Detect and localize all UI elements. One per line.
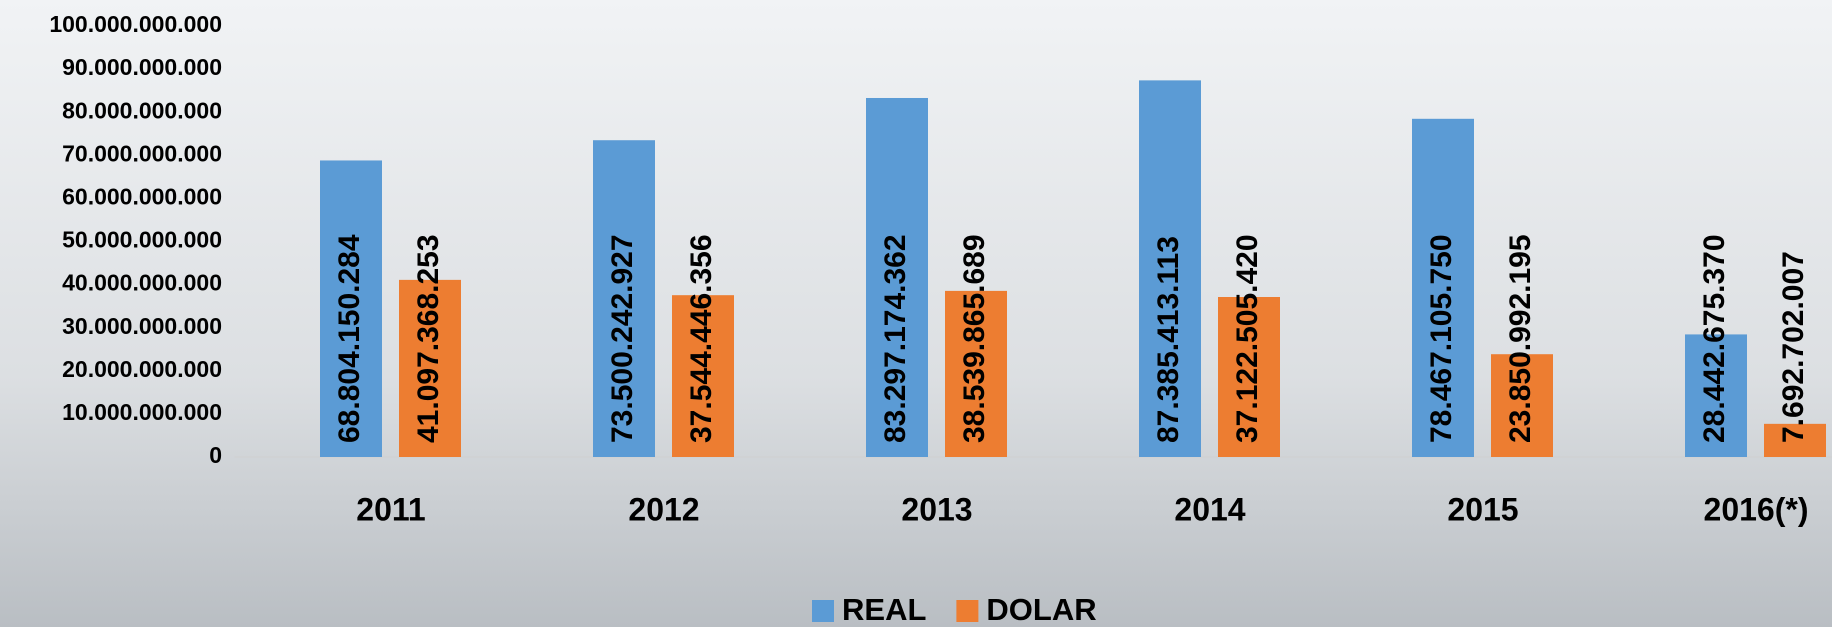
x-tick-label: 2012 (628, 491, 699, 527)
data-label: 78.467.105.750 (1425, 234, 1458, 443)
data-label: 73.500.242.927 (606, 234, 639, 443)
data-label: 87.385.413.113 (1152, 236, 1185, 443)
y-tick-label: 90.000.000.000 (62, 54, 222, 80)
y-tick-label: 50.000.000.000 (62, 227, 222, 253)
data-label: 38.539.865.689 (958, 234, 991, 443)
y-tick-label: 80.000.000.000 (62, 97, 222, 123)
bar (320, 160, 382, 458)
bar (1139, 80, 1201, 457)
data-label: 41.097.368.253 (412, 234, 445, 443)
legend-swatch (812, 600, 834, 622)
data-label: 23.850.992.195 (1504, 234, 1537, 443)
bar (1491, 354, 1553, 457)
legend-label: DOLAR (986, 592, 1096, 627)
data-label: 28.442.675.370 (1698, 234, 1731, 443)
bar (1685, 334, 1747, 457)
bar (945, 290, 1007, 457)
y-tick-label: 40.000.000.000 (62, 270, 222, 296)
bar (672, 295, 734, 457)
y-tick-label: 100.000.000.000 (49, 11, 222, 37)
legend-label: REAL (842, 592, 926, 627)
y-tick-label: 30.000.000.000 (62, 313, 222, 339)
x-tick-label: 2014 (1174, 491, 1245, 527)
y-tick-label: 20.000.000.000 (62, 356, 222, 382)
bar (866, 97, 928, 457)
data-label: 83.297.174.362 (879, 234, 912, 443)
bar (593, 140, 655, 457)
x-tick-label: 2015 (1447, 491, 1518, 527)
data-label: 37.122.505.420 (1231, 234, 1264, 443)
y-tick-label: 60.000.000.000 (62, 183, 222, 209)
data-label: 37.544.446.356 (685, 234, 718, 443)
bar (399, 279, 461, 457)
y-tick-label: 0 (209, 442, 222, 468)
x-tick-label: 2011 (356, 491, 425, 527)
y-tick-label: 10.000.000.000 (62, 399, 222, 425)
legend-swatch (956, 600, 979, 622)
x-tick-label: 2013 (901, 491, 972, 527)
bar (1764, 423, 1826, 457)
data-label: 68.804.150.284 (333, 234, 366, 443)
data-label: 7.692.702.007 (1777, 251, 1810, 443)
x-tick-label: 2016(*) (1704, 491, 1809, 527)
y-tick-label: 70.000.000.000 (62, 140, 222, 166)
bar (1218, 297, 1280, 457)
bar (1412, 118, 1474, 458)
